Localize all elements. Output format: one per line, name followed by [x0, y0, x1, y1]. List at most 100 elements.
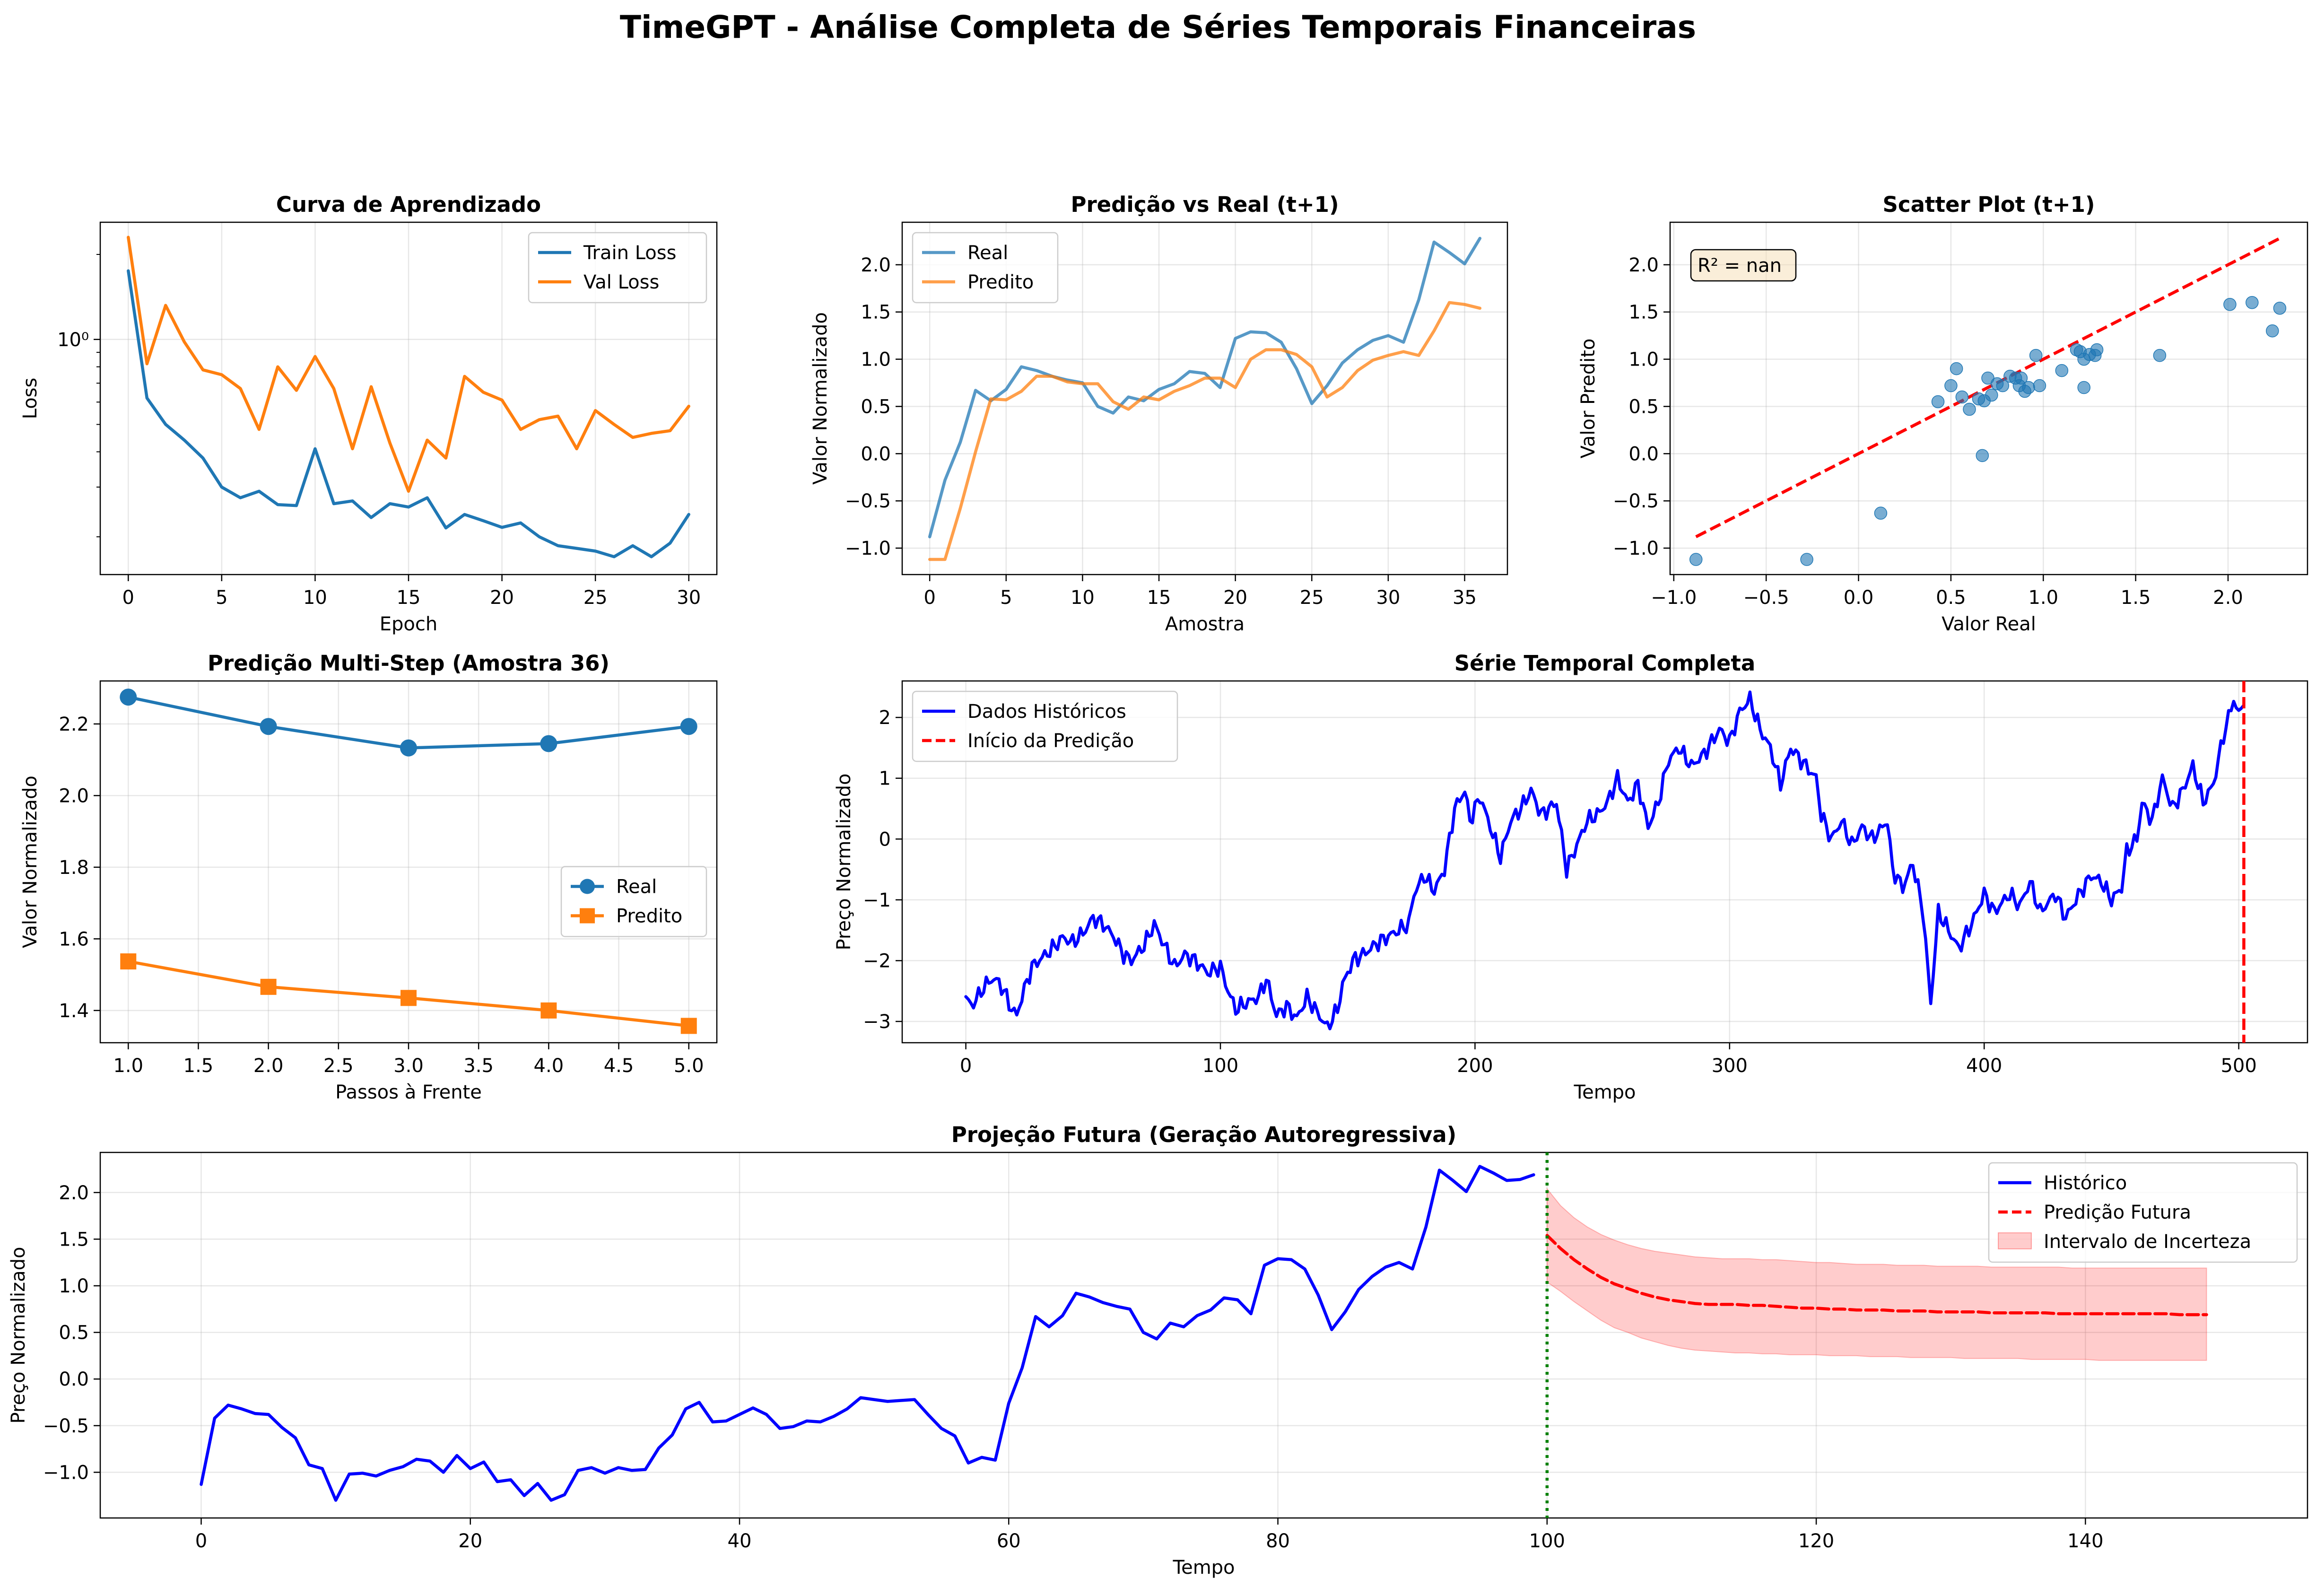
axes-frame: [1669, 221, 2308, 576]
x-tick-label: 100: [1529, 1530, 1565, 1552]
scatter-point: [1931, 395, 1945, 409]
x-tick-label: 15: [1147, 587, 1171, 609]
scatter-point: [2153, 349, 2167, 362]
legend-box: [560, 866, 707, 937]
x-tick-label: 1.5: [2121, 587, 2151, 609]
y-tick-label: 0.0: [1628, 443, 1659, 465]
legend-label: Início da Predição: [967, 730, 1134, 752]
scatter-point: [1996, 379, 2010, 392]
x-tick-label: 0.0: [1844, 587, 1874, 609]
series-marker: [680, 1018, 697, 1034]
legend: Real Predito: [560, 866, 707, 937]
y-tick-label: −1.0: [1613, 538, 1659, 559]
x-tick-label: 300: [1712, 1055, 1748, 1077]
x-tick-label: 60: [997, 1530, 1021, 1552]
y-axis-label: Valor Predito: [1577, 339, 1599, 459]
series-marker: [120, 689, 137, 706]
scatter-point: [1976, 449, 1989, 462]
legend-label: Predição Futura: [2044, 1202, 2191, 1223]
axes-frame: [99, 680, 718, 1044]
series-marker: [260, 978, 277, 995]
axes-frame: [99, 1151, 2308, 1519]
panel-predreal: 0 5 10 15 20 25 30 35 −1.0 −0.5 0.0 0.5 1.0 1.5 2.0 Pre…: [810, 192, 1508, 635]
series-line-train-loss: [127, 269, 690, 558]
x-tick-label: 80: [1266, 1530, 1290, 1552]
x-tick-label: −1.0: [1651, 587, 1697, 609]
panel-title: Scatter Plot (t+1): [1882, 192, 2095, 217]
y-axis-label: Preço Normalizado: [8, 1247, 29, 1424]
y-tick-label: −2: [863, 950, 891, 972]
plot-area: [127, 235, 690, 558]
y-tick-label: 2: [879, 707, 891, 729]
x-tick-label: −0.5: [1743, 587, 1789, 609]
y-tick-label: 2.0: [59, 785, 89, 807]
r2-annotation: R² = nan: [1698, 255, 1782, 277]
y-tick-label: 1.5: [59, 1229, 89, 1250]
x-tick-label: 5: [216, 587, 227, 609]
x-tick-label: 25: [583, 587, 608, 609]
x-tick-label: 2.0: [2213, 587, 2243, 609]
y-tick-label: 2.0: [59, 1182, 89, 1204]
panel-learning: 0 5 10 15 20 25 30 10⁰ Curva de Aprendizado Epoch…: [19, 192, 718, 635]
x-tick-label: 5: [1000, 587, 1012, 609]
x-tick-label: 0.5: [1936, 587, 1966, 609]
scatter-point: [2033, 379, 2046, 392]
plot-area: [964, 690, 2246, 1030]
scatter-point: [2088, 349, 2102, 362]
x-tick-label: 2.5: [323, 1055, 354, 1077]
legend-label: Predito: [616, 906, 682, 927]
series-line-predito: [928, 301, 1482, 561]
x-tick-label: 0: [122, 587, 134, 609]
scatter-point: [2246, 296, 2259, 309]
legend: Real Predito: [912, 232, 1059, 304]
series-marker: [260, 718, 277, 735]
panel-title: Predição Multi-Step (Amostra 36): [208, 651, 609, 676]
y-tick-label: 1.0: [1628, 349, 1659, 371]
x-tick-label: 1.5: [183, 1055, 214, 1077]
legend-label: Predito: [967, 271, 1034, 293]
scatter-point: [2223, 298, 2237, 311]
plot-area: [1689, 237, 2287, 566]
legend-label: Histórico: [2044, 1172, 2127, 1194]
x-tick-label: 120: [1798, 1530, 1834, 1552]
panel-multistep: 1.0 1.5 2.0 2.5 3.0 3.5 4.0 4.5 5.0 1.4 1.6 1.8 2.0 2…: [19, 651, 718, 1103]
legend-box: [528, 232, 707, 304]
series-line-historicos: [964, 690, 2246, 1030]
legend-swatch: [1998, 1232, 2032, 1249]
series-marker: [120, 953, 137, 970]
annotation-box: [1690, 249, 1797, 282]
series-marker: [680, 718, 697, 735]
series-marker: [401, 990, 417, 1006]
y-tick-label: 2.0: [861, 254, 891, 276]
scatter-point: [1800, 553, 1813, 566]
x-tick-label: 1.0: [113, 1055, 143, 1077]
y-tick-label: 0.5: [861, 396, 891, 418]
x-tick-label: 10: [303, 587, 327, 609]
x-tick-label: 3.5: [463, 1055, 494, 1077]
x-tick-label: 10: [1071, 587, 1095, 609]
legend-box: [912, 232, 1059, 304]
y-tick-label: −1: [863, 890, 891, 911]
scatter-point: [2029, 349, 2043, 362]
panel-fullseries: 0 100 200 300 400 500 −3 −2 −1 0 1 2 Série Temporal …: [833, 651, 2308, 1103]
y-tick-label: 2.2: [59, 714, 89, 735]
x-tick-label: 20: [490, 587, 514, 609]
y-tick-label: −3: [863, 1011, 891, 1033]
scatter-point: [1955, 390, 1969, 404]
series-marker: [400, 739, 417, 757]
legend: Train Loss Val Loss: [528, 232, 707, 304]
plot-area: [200, 1165, 2208, 1502]
y-axis-label: Valor Normalizado: [19, 776, 41, 948]
axes-frame: [99, 221, 718, 576]
legend: Dados Históricos Início da Predição: [912, 690, 1178, 762]
y-tick-label: 0: [879, 829, 891, 850]
y-axis-label: Loss: [19, 378, 41, 419]
y-tick-label: 1.5: [1628, 302, 1659, 323]
x-tick-label: 4.5: [604, 1055, 634, 1077]
legend-marker: [580, 879, 595, 894]
y-tick-label: 0.0: [861, 443, 891, 465]
scatter-point: [2273, 302, 2287, 315]
x-axis-label: Valor Real: [1942, 613, 2036, 635]
